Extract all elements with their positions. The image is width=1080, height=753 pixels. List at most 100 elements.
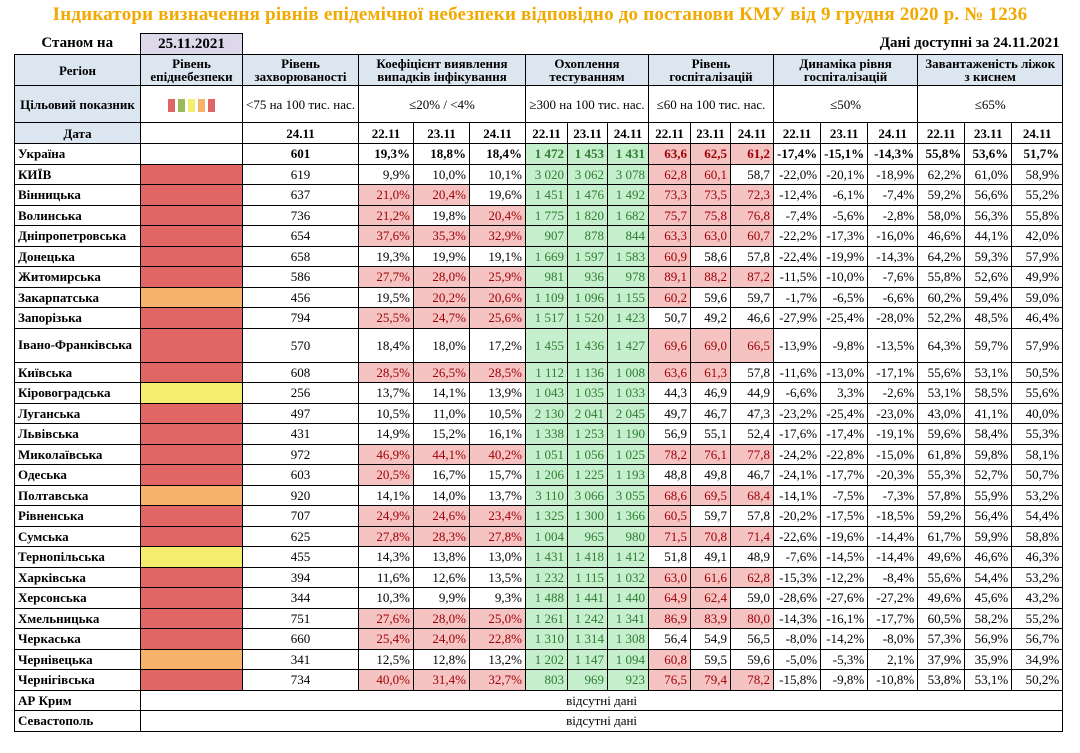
hospital-value: 62,5: [690, 143, 731, 165]
hospital-value: 77,8: [730, 443, 774, 465]
incidence-value: 619: [242, 163, 359, 185]
table-row: Тернопільська 455 14,3% 13,8% 13,0% 1 431 1 41…: [14, 546, 1064, 568]
oxygen-value: 54,4%: [964, 566, 1013, 588]
hospital-value: 44,9: [730, 382, 774, 404]
detection-value: 13,8%: [413, 546, 470, 568]
oxygen-value: 59,2%: [917, 505, 966, 527]
hospital-value: 49,1: [690, 546, 731, 568]
region-name: Хмельницька: [14, 607, 141, 629]
table-row: Донецька 658 19,3% 19,9% 19,1% 1 669 1 597 1 58…: [14, 245, 1064, 267]
incidence-value: 660: [242, 628, 359, 650]
date-cell: 24.11: [1011, 122, 1064, 144]
oxygen-value: 53,8%: [917, 669, 966, 691]
testing-value: 1 112: [525, 361, 568, 383]
dynamics-value: -20,2%: [772, 505, 822, 527]
table-row: Сумська 625 27,8% 28,3% 27,8% 1 004 965 980 71,5…: [14, 525, 1064, 547]
testing-value: 1 488: [525, 587, 568, 609]
region-name: Херсонська: [14, 587, 141, 609]
detection-value: 25,5%: [358, 307, 414, 329]
hospital-value: 57,8: [730, 361, 774, 383]
detection-value: 18,8%: [413, 143, 470, 165]
level-indicator: [140, 307, 243, 329]
level-indicator: [140, 587, 243, 609]
testing-value: 1 308: [607, 628, 649, 650]
dynamics-value: -25,4%: [820, 307, 869, 329]
dynamics-value: -15,0%: [867, 443, 919, 465]
testing-value: 1 455: [525, 327, 568, 363]
oxygen-value: 46,3%: [1011, 546, 1064, 568]
dynamics-value: -22,6%: [772, 525, 822, 547]
hospital-value: 59,7: [730, 286, 774, 308]
hospital-value: 71,4: [730, 525, 774, 547]
testing-value: 1 115: [567, 566, 608, 588]
oxygen-value: 58,5%: [964, 382, 1013, 404]
hospital-value: 61,2: [730, 143, 774, 165]
oxygen-value: 55,2%: [1011, 607, 1064, 629]
dynamics-value: -6,6%: [867, 286, 919, 308]
incidence-value: 736: [242, 204, 359, 226]
testing-value: 1 109: [525, 286, 568, 308]
oxygen-value: 58,2%: [964, 607, 1013, 629]
hospital-value: 48,8: [648, 464, 691, 486]
hospital-value: 62,8: [730, 566, 774, 588]
dynamics-value: -19,6%: [820, 525, 869, 547]
hospital-value: 64,9: [648, 587, 691, 609]
region-name: Житомирська: [14, 266, 141, 288]
hospital-value: 88,2: [690, 266, 731, 288]
hospital-value: 59,0: [730, 587, 774, 609]
testing-value: 1 436: [567, 327, 608, 363]
testing-value: 878: [567, 225, 608, 247]
oxygen-value: 58,0%: [917, 204, 966, 226]
testing-value: 969: [567, 669, 608, 691]
testing-value: 1 583: [607, 245, 649, 267]
table-row: Вінницька 637 21,0% 20,4% 19,6% 1 451 1 476 1 4…: [14, 184, 1064, 206]
detection-value: 27,8%: [358, 525, 414, 547]
detection-value: 20,6%: [469, 286, 526, 308]
testing-value: 1 427: [607, 327, 649, 363]
hospital-value: 80,0: [730, 607, 774, 629]
dynamics-value: -8,0%: [772, 628, 822, 650]
header-hospital: Рівень госпіталізацій: [648, 54, 774, 86]
detection-value: 9,9%: [358, 163, 414, 185]
oxygen-value: 49,9%: [1011, 266, 1064, 288]
incidence-value: 707: [242, 505, 359, 527]
dynamics-value: -8,0%: [867, 628, 919, 650]
testing-value: 1 206: [525, 464, 568, 486]
testing-value: 1 314: [567, 628, 608, 650]
incidence-value: 431: [242, 423, 359, 445]
incidence-value: 603: [242, 464, 359, 486]
detection-value: 25,9%: [469, 266, 526, 288]
dynamics-value: -18,5%: [867, 505, 919, 527]
detection-value: 24,0%: [413, 628, 470, 650]
testing-value: 1 300: [567, 505, 608, 527]
testing-value: 3 066: [567, 484, 608, 506]
hospital-value: 58,6: [690, 245, 731, 267]
date-cell: 22.11: [525, 122, 568, 144]
oxygen-value: 56,3%: [964, 204, 1013, 226]
dynamics-value: -10,0%: [820, 266, 869, 288]
dynamics-value: -5,0%: [772, 648, 822, 670]
oxygen-value: 53,2%: [1011, 566, 1064, 588]
testing-value: 1 225: [567, 464, 608, 486]
hospital-value: 46,7: [690, 402, 731, 424]
hospital-value: 76,8: [730, 204, 774, 226]
detection-value: 13,7%: [358, 382, 414, 404]
hospital-value: 68,6: [648, 484, 691, 506]
hospital-value: 69,0: [690, 327, 731, 363]
testing-value: 1 451: [525, 184, 568, 206]
detection-value: 24,6%: [413, 505, 470, 527]
dynamics-value: -17,6%: [772, 423, 822, 445]
incidence-value: 751: [242, 607, 359, 629]
legend-swatch: [198, 98, 205, 112]
testing-value: 1 008: [607, 361, 649, 383]
testing-value: 978: [607, 266, 649, 288]
detection-value: 19,3%: [358, 143, 414, 165]
testing-value: 2 041: [567, 402, 608, 424]
oxygen-value: 64,2%: [917, 245, 966, 267]
oxygen-value: 56,4%: [964, 505, 1013, 527]
testing-value: 1 193: [607, 464, 649, 486]
testing-value: 907: [525, 225, 568, 247]
table-row: Дніпропетровська 654 37,6% 35,3% 32,9% 907 878…: [14, 225, 1064, 247]
detection-value: 19,6%: [469, 184, 526, 206]
dynamics-value: -14,4%: [867, 525, 919, 547]
